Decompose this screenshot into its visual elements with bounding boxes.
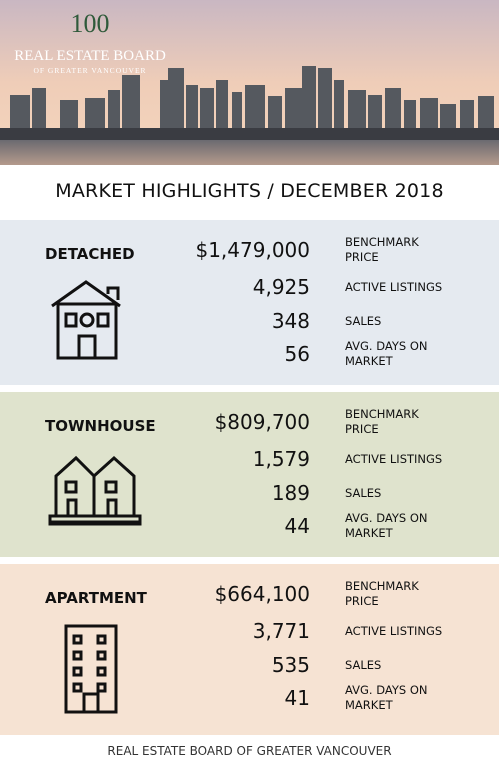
stat-label-line: ACTIVE LISTINGS <box>345 452 443 466</box>
stat-value: 1,579 <box>252 447 310 471</box>
section: APARTMENT $664,100 BENCHMARK PRICE 3,771 ACTI… <box>0 564 499 735</box>
stat-label-line: ACTIVE LISTINGS <box>345 624 443 638</box>
apartment-icon <box>64 624 118 714</box>
stat-label: ACTIVE LISTINGS <box>345 280 442 295</box>
stat-label: AVG. DAYS ON MARKET <box>345 511 427 541</box>
stat-value: 189 <box>271 481 310 505</box>
stat-label: ACTIVE LISTINGS <box>345 452 442 467</box>
stat-label-line: MARKET <box>345 354 393 368</box>
header-photo: 100 REAL ESTATE BOARD OF GREATER VANCOUV… <box>0 0 499 165</box>
logo-title: REAL ESTATE BOARD <box>14 48 166 64</box>
stat-label: AVG. DAYS ON MARKET <box>345 683 427 713</box>
stat-value: $809,700 <box>214 410 310 434</box>
stat-label-line: AVG. DAYS ON <box>345 683 428 697</box>
stat-label-line: BENCHMARK <box>345 235 419 249</box>
stat-label-line: BENCHMARK <box>345 579 419 593</box>
stat-value: 348 <box>271 309 310 333</box>
stat-label-line: SALES <box>345 314 382 328</box>
stat-label: AVG. DAYS ON MARKET <box>345 339 427 369</box>
stat-label-line: BENCHMARK <box>345 407 419 421</box>
section-name: TOWNHOUSE <box>45 417 156 435</box>
stat-value: 3,771 <box>252 619 310 643</box>
house-icon <box>51 280 121 360</box>
stat-label-line: PRICE <box>345 594 379 608</box>
stat-label: SALES <box>345 486 381 501</box>
townhouse-icon <box>48 455 142 526</box>
stat-label-line: PRICE <box>345 250 379 264</box>
stat-label: BENCHMARK PRICE <box>345 579 419 609</box>
section: DETACHED $1,479,000 BENCHMARK PRICE 4,925 ACT… <box>0 220 499 385</box>
stat-value: $664,100 <box>214 582 310 606</box>
stat-value: 41 <box>284 686 310 710</box>
stat-value: 44 <box>284 514 310 538</box>
stat-label: SALES <box>345 658 381 673</box>
stat-value: 56 <box>284 342 310 366</box>
stat-label: BENCHMARK PRICE <box>345 407 419 437</box>
stat-value: 4,925 <box>252 275 310 299</box>
stat-label-line: PRICE <box>345 422 379 436</box>
stat-label-line: MARKET <box>345 526 393 540</box>
stat-label-line: AVG. DAYS ON <box>345 339 428 353</box>
stat-value: 535 <box>271 653 310 677</box>
stat-label-line: ACTIVE LISTINGS <box>345 280 443 294</box>
stat-label-line: SALES <box>345 486 382 500</box>
stat-label-line: SALES <box>345 658 382 672</box>
logo-subtitle: OF GREATER VANCOUVER <box>33 66 146 75</box>
stat-label: BENCHMARK PRICE <box>345 235 419 265</box>
stat-value: $1,479,000 <box>195 238 310 262</box>
section-name: APARTMENT <box>45 589 147 607</box>
section: TOWNHOUSE $809,700 BENCHMARK PRICE 1,579 ACTI… <box>0 392 499 557</box>
stat-label-line: MARKET <box>345 698 393 712</box>
stat-label: ACTIVE LISTINGS <box>345 624 442 639</box>
section-name: DETACHED <box>45 245 135 263</box>
stat-label: SALES <box>345 314 381 329</box>
stat-label-line: AVG. DAYS ON <box>345 511 428 525</box>
page-title: MARKET HIGHLIGHTS / DECEMBER 2018 <box>55 180 444 202</box>
logo-number: 100 <box>71 9 110 38</box>
footer: REAL ESTATE BOARD OF GREATER VANCOUVER <box>107 744 392 758</box>
